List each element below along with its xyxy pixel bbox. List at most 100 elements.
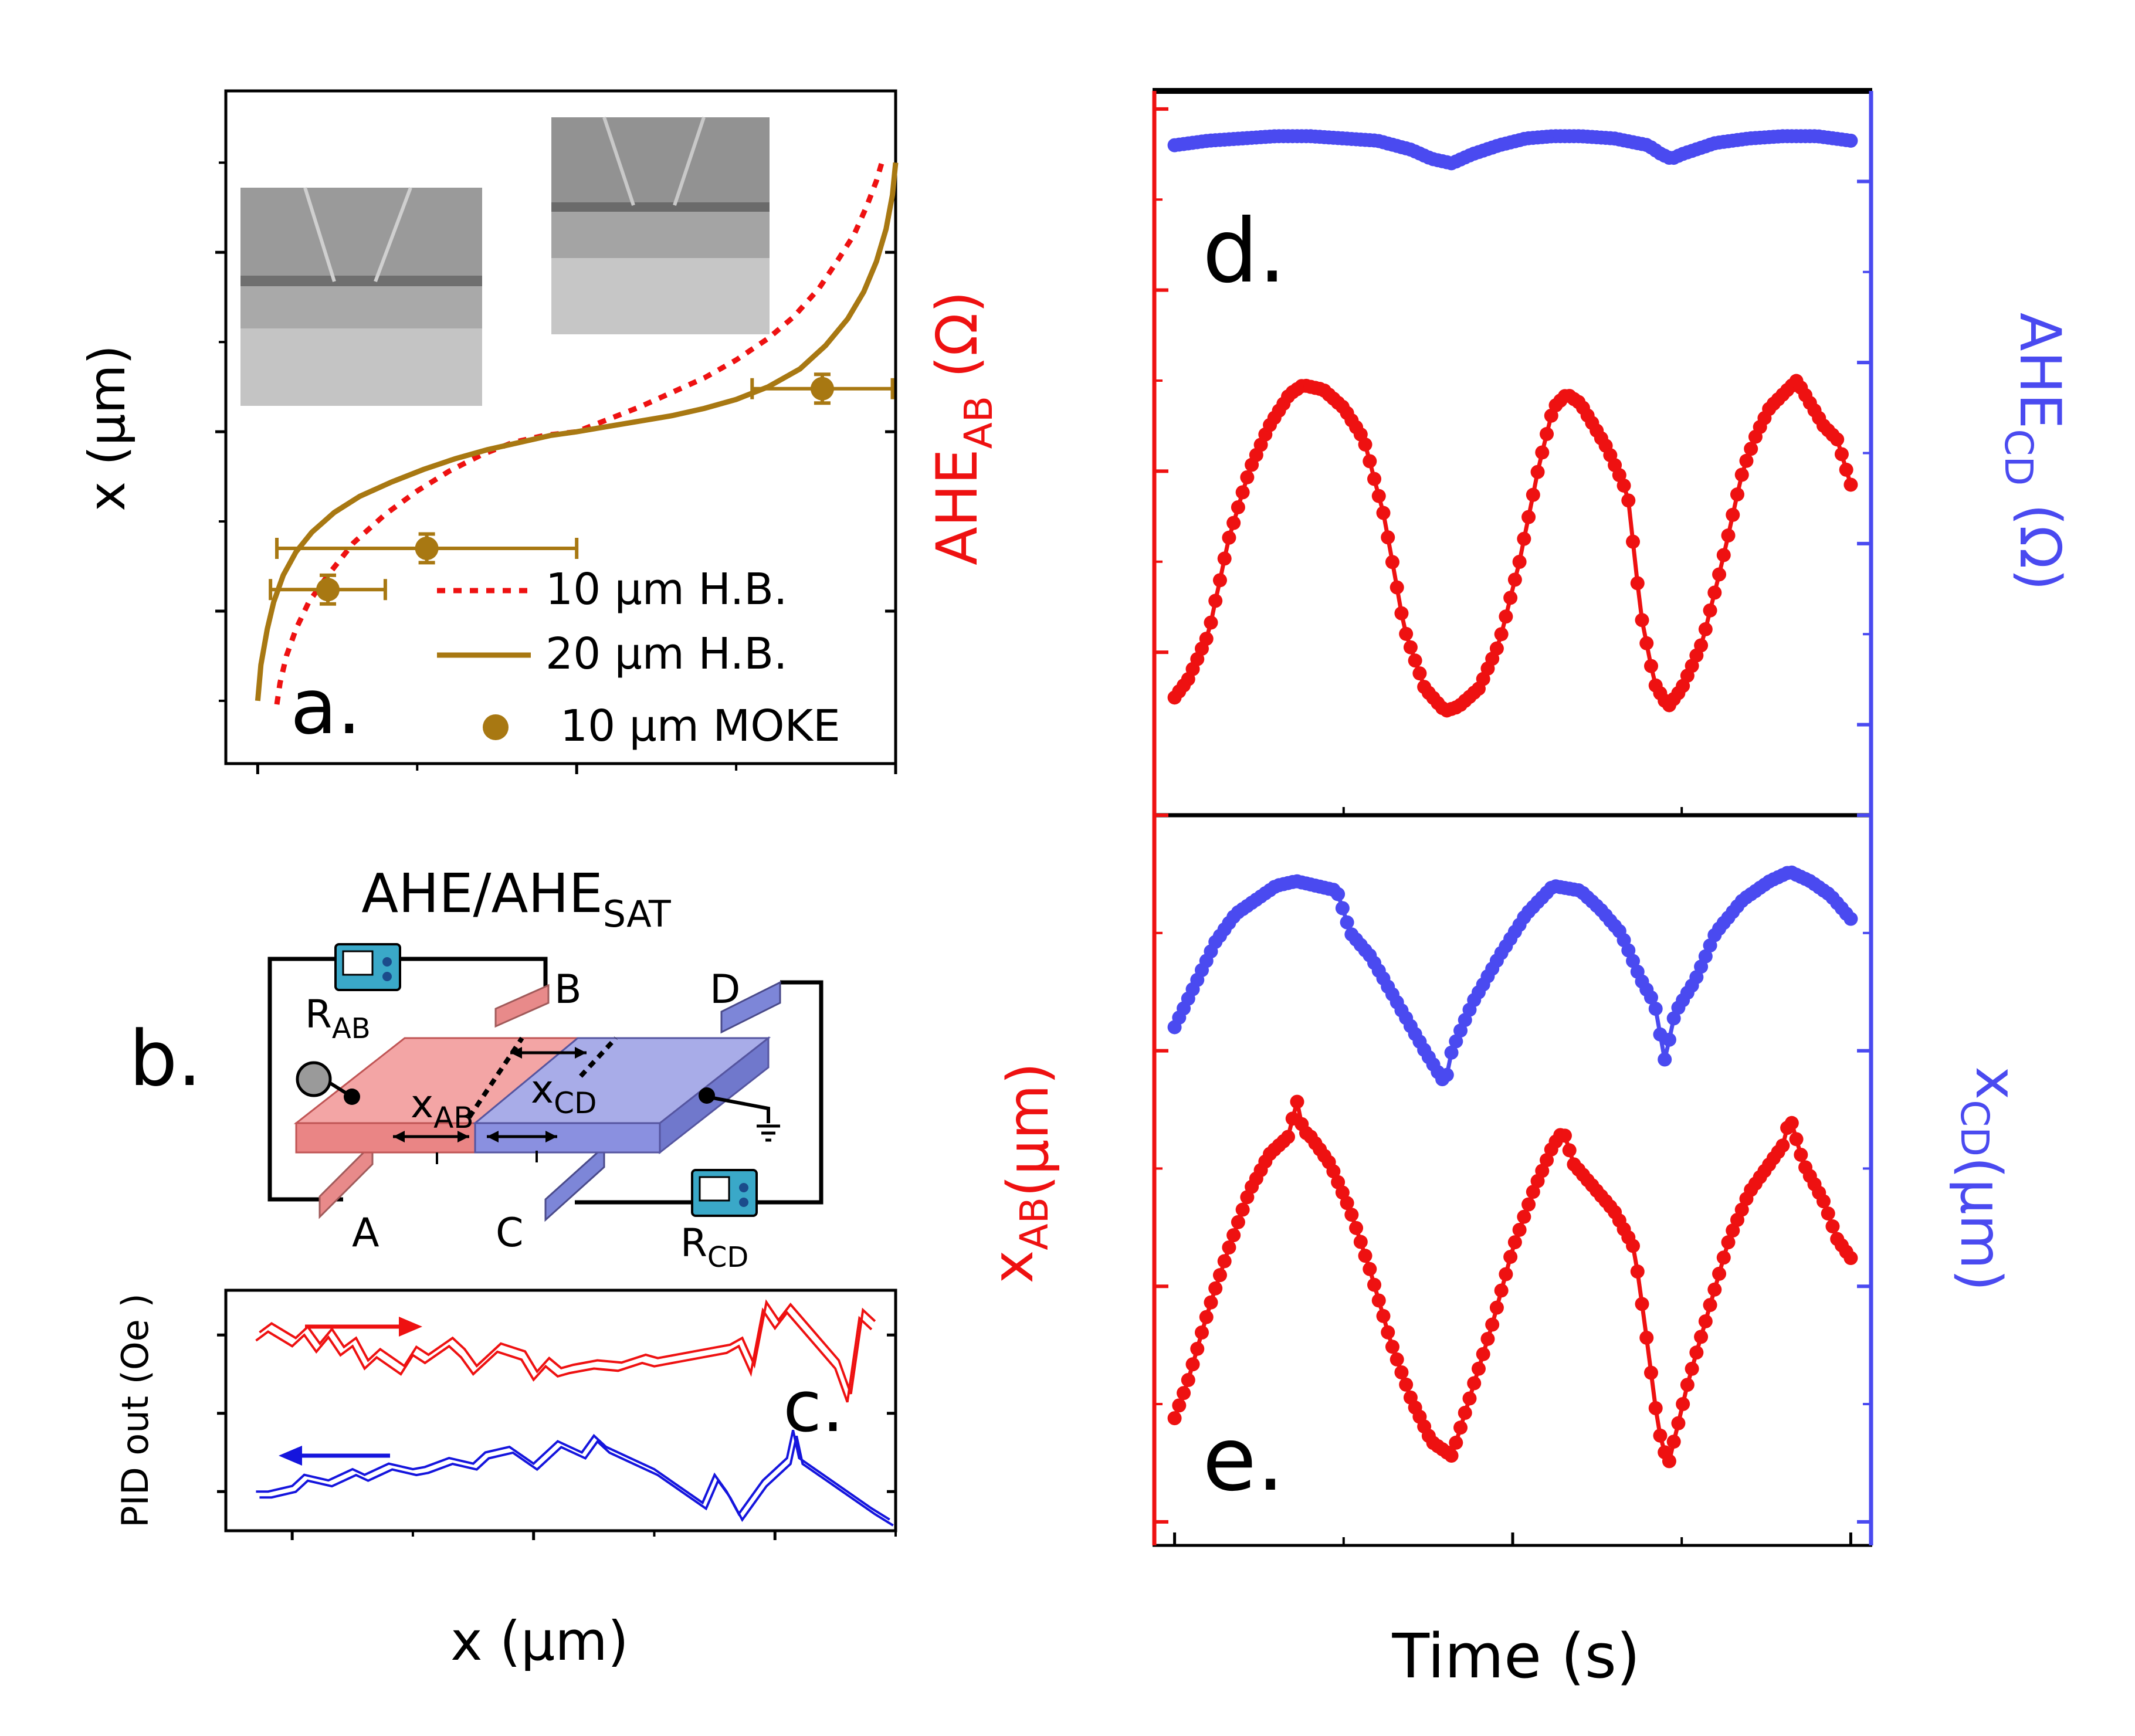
data-point-x_AB bbox=[1653, 1428, 1668, 1443]
data-point-x_AB bbox=[1526, 1185, 1540, 1199]
panel-d-ylabel-left: AHEAB (Ω) bbox=[924, 291, 1001, 565]
data-point-x_AB bbox=[1480, 1331, 1495, 1346]
label-c: C bbox=[496, 1210, 523, 1256]
data-point-x_AB bbox=[1689, 1345, 1704, 1360]
data-point-x_AB bbox=[1712, 1266, 1727, 1281]
meter-cd-icon bbox=[691, 1169, 758, 1217]
data-point-x_AB bbox=[1639, 1330, 1654, 1345]
panel-e-plot bbox=[1167, 865, 1858, 1469]
pid-backward-trace-2 bbox=[259, 1435, 894, 1527]
data-point-AHE_AB bbox=[1730, 487, 1744, 502]
data-point-x_AB bbox=[1784, 1115, 1799, 1130]
data-point-x_CD bbox=[1621, 943, 1636, 958]
data-point-AHE_AB bbox=[1530, 464, 1545, 479]
data-point-x_AB bbox=[1680, 1378, 1695, 1392]
data-point-x_CD bbox=[1843, 911, 1858, 926]
data-point-x_AB bbox=[1521, 1197, 1536, 1212]
data-point-AHE_AB bbox=[1526, 487, 1540, 502]
panel-d-ylabel-right: AHECD (Ω) bbox=[1996, 313, 2073, 591]
panel-e-label: e. bbox=[1202, 1409, 1285, 1511]
arrow-xcd-head-right bbox=[575, 1047, 587, 1059]
data-point-x_AB bbox=[1349, 1220, 1364, 1235]
data-point-x_AB bbox=[1376, 1308, 1391, 1323]
data-point-x_CD bbox=[1340, 915, 1354, 930]
arrow-xcd-head-left bbox=[510, 1047, 522, 1059]
label-b: B bbox=[554, 967, 582, 1013]
data-point-x_AB bbox=[1177, 1386, 1191, 1401]
data-point-x_AB bbox=[1821, 1206, 1835, 1221]
data-point-x_AB bbox=[1562, 1143, 1577, 1158]
panel-e-ylabel-left: xAB(μm) bbox=[980, 1063, 1061, 1284]
data-point-x_AB bbox=[1643, 1365, 1658, 1380]
series-10um-hb-line bbox=[274, 158, 886, 705]
data-point-x_AB bbox=[1794, 1147, 1808, 1162]
wire-ab bbox=[267, 957, 548, 1202]
moke-point bbox=[415, 536, 439, 560]
data-point-x_AB bbox=[1698, 1314, 1713, 1328]
data-point-x_AB bbox=[1208, 1281, 1223, 1296]
domain-wall-line-cd bbox=[579, 1036, 618, 1078]
data-point-x_AB bbox=[1185, 1357, 1200, 1372]
panel-a: 10 μm H.B. 20 μm H.B. 10 μm MOKE a. x (μ… bbox=[78, 89, 899, 935]
legend-label-10um-hb: 10 μm H.B. bbox=[545, 564, 788, 615]
data-point-AHE_AB bbox=[1517, 531, 1531, 546]
data-point-AHE_AB bbox=[1394, 606, 1409, 621]
panel-b-label: b. bbox=[129, 1014, 202, 1103]
data-point-AHE_AB bbox=[1712, 567, 1727, 582]
data-point-x_AB bbox=[1721, 1235, 1736, 1250]
panel-a-ticks bbox=[215, 161, 897, 774]
arrow-xab-head-right bbox=[458, 1131, 469, 1142]
data-point-x_AB bbox=[1489, 1300, 1504, 1315]
series-AHE_AB bbox=[1167, 374, 1858, 718]
data-point-x_AB bbox=[1467, 1376, 1482, 1391]
data-point-x_AB bbox=[1707, 1282, 1722, 1297]
data-point-x_AB bbox=[1358, 1249, 1372, 1263]
data-point-AHE_AB bbox=[1643, 659, 1658, 673]
data-point-x_AB bbox=[1825, 1219, 1840, 1234]
data-point-AHE_AB bbox=[1739, 453, 1754, 468]
data-point-x_AB bbox=[1666, 1435, 1681, 1449]
panel-c-label: c. bbox=[783, 1367, 844, 1448]
label-rcd: RCD bbox=[680, 1220, 748, 1274]
data-point-x_AB bbox=[1381, 1325, 1395, 1340]
series-x_CD bbox=[1167, 865, 1858, 1087]
data-point-AHE_AB bbox=[1403, 640, 1418, 655]
panel-c-ticks bbox=[217, 1333, 897, 1540]
panel-c-frame bbox=[224, 1289, 897, 1532]
data-point-AHE_AB bbox=[1830, 432, 1845, 447]
data-point-x_AB bbox=[1471, 1361, 1486, 1376]
data-point-x_AB bbox=[1671, 1416, 1686, 1430]
series-x_AB bbox=[1167, 1094, 1858, 1469]
data-point-x_AB bbox=[1199, 1310, 1214, 1324]
data-point-AHE_AB bbox=[1721, 528, 1736, 543]
panel-c-plot bbox=[255, 1299, 894, 1527]
series-AHE_CD bbox=[1167, 129, 1858, 171]
label-xab: xAB bbox=[411, 1081, 474, 1135]
data-point-x_AB bbox=[1399, 1377, 1414, 1392]
data-point-x_CD bbox=[1453, 1023, 1468, 1038]
data-point-AHE_AB bbox=[1540, 427, 1554, 442]
data-point-x_AB bbox=[1726, 1223, 1740, 1238]
lead-a bbox=[318, 1141, 374, 1219]
data-point-x_AB bbox=[1231, 1215, 1245, 1229]
data-point-x_AB bbox=[1371, 1293, 1386, 1308]
ground-contact-dot bbox=[699, 1087, 715, 1104]
data-point-x_CD bbox=[1626, 954, 1641, 968]
data-point-x_CD bbox=[1662, 1032, 1676, 1047]
data-point-x_AB bbox=[1363, 1262, 1377, 1276]
data-point-AHE_AB bbox=[1385, 555, 1399, 569]
data-point-x_AB bbox=[1326, 1164, 1341, 1179]
data-point-AHE_AB bbox=[1843, 477, 1858, 492]
data-point-x_AB bbox=[1281, 1130, 1296, 1144]
data-point-x_AB bbox=[1190, 1341, 1205, 1356]
data-point-x_AB bbox=[1635, 1297, 1649, 1311]
data-point-AHE_AB bbox=[1734, 467, 1749, 482]
label-rab: RAB bbox=[305, 992, 371, 1045]
data-point-AHE_AB bbox=[1212, 573, 1227, 588]
data-point-x_AB bbox=[1843, 1250, 1858, 1265]
data-point-x_AB bbox=[1458, 1405, 1472, 1420]
moke-image-right bbox=[551, 117, 770, 334]
data-point-x_AB bbox=[1335, 1185, 1350, 1200]
data-point-AHE_CD bbox=[1843, 133, 1858, 148]
data-point-AHE_AB bbox=[1621, 493, 1636, 508]
